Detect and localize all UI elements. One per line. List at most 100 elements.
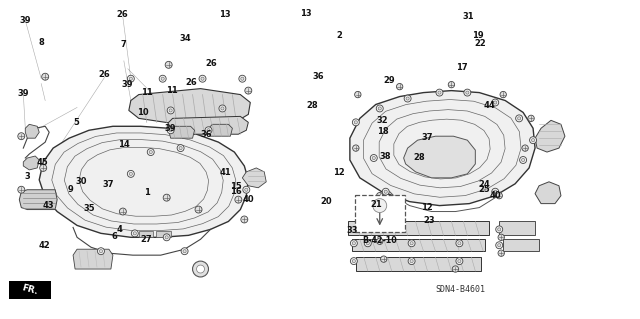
Circle shape: [516, 115, 523, 122]
Circle shape: [408, 258, 415, 264]
Text: 25: 25: [479, 185, 490, 194]
Text: 30: 30: [76, 176, 88, 186]
Circle shape: [496, 192, 502, 199]
Circle shape: [129, 172, 132, 175]
Text: 36: 36: [313, 72, 324, 81]
Circle shape: [350, 258, 357, 264]
Text: 35: 35: [83, 204, 95, 213]
Polygon shape: [139, 231, 153, 237]
Circle shape: [376, 105, 383, 112]
FancyBboxPatch shape: [355, 195, 404, 232]
Circle shape: [120, 208, 126, 215]
Circle shape: [127, 170, 134, 177]
Circle shape: [221, 107, 224, 110]
Circle shape: [350, 240, 357, 247]
Circle shape: [408, 240, 415, 247]
Circle shape: [372, 199, 387, 212]
Text: 26: 26: [99, 70, 111, 78]
Text: 42: 42: [39, 241, 51, 250]
Circle shape: [219, 105, 226, 112]
Circle shape: [366, 242, 369, 245]
Text: 12: 12: [421, 203, 433, 212]
Text: 26: 26: [116, 10, 129, 19]
Circle shape: [458, 260, 461, 263]
Circle shape: [196, 265, 205, 273]
Text: 32: 32: [376, 116, 388, 125]
Text: 18: 18: [376, 127, 388, 136]
Circle shape: [529, 137, 536, 144]
Text: 24: 24: [479, 180, 490, 189]
Text: 27: 27: [141, 235, 152, 244]
Text: 7: 7: [121, 40, 127, 48]
Circle shape: [193, 261, 209, 277]
Circle shape: [406, 97, 409, 100]
Circle shape: [493, 101, 497, 104]
Polygon shape: [535, 182, 561, 204]
Circle shape: [241, 77, 244, 80]
Polygon shape: [26, 124, 39, 138]
Polygon shape: [156, 231, 171, 237]
Circle shape: [353, 119, 359, 126]
Circle shape: [493, 190, 497, 193]
Text: 12: 12: [333, 168, 345, 177]
Circle shape: [452, 266, 459, 272]
Text: 16: 16: [230, 187, 242, 196]
Circle shape: [522, 145, 528, 151]
Circle shape: [404, 95, 411, 102]
Circle shape: [42, 73, 49, 80]
Text: 8: 8: [38, 38, 44, 47]
Circle shape: [384, 190, 387, 193]
Text: 41: 41: [220, 168, 232, 177]
Text: 2: 2: [336, 31, 342, 40]
Circle shape: [353, 145, 359, 151]
Polygon shape: [19, 190, 57, 210]
Text: 23: 23: [424, 216, 435, 225]
Circle shape: [376, 238, 383, 244]
Circle shape: [528, 115, 534, 122]
Circle shape: [133, 232, 136, 235]
Text: 15: 15: [230, 182, 242, 191]
Circle shape: [149, 151, 152, 154]
Polygon shape: [39, 126, 248, 237]
Text: 14: 14: [118, 140, 130, 149]
Text: 45: 45: [36, 158, 48, 167]
Circle shape: [167, 107, 174, 114]
Circle shape: [177, 145, 184, 152]
Circle shape: [165, 61, 172, 68]
FancyBboxPatch shape: [10, 281, 51, 299]
Text: 37: 37: [421, 133, 433, 143]
Circle shape: [165, 236, 168, 239]
Circle shape: [239, 75, 246, 82]
Circle shape: [522, 159, 525, 161]
Polygon shape: [209, 124, 232, 136]
Text: FR.: FR.: [20, 283, 38, 296]
Circle shape: [456, 240, 463, 247]
Circle shape: [436, 89, 443, 96]
Circle shape: [167, 127, 174, 134]
Circle shape: [448, 81, 454, 88]
Circle shape: [129, 77, 132, 80]
Circle shape: [169, 109, 172, 112]
Circle shape: [500, 92, 506, 98]
Text: 39: 39: [17, 89, 29, 98]
Text: 44: 44: [484, 100, 495, 110]
Circle shape: [376, 192, 383, 199]
Text: 34: 34: [179, 34, 191, 43]
Circle shape: [243, 186, 250, 193]
Polygon shape: [73, 249, 113, 269]
Circle shape: [163, 234, 170, 241]
Text: B-42-10: B-42-10: [362, 236, 397, 245]
Polygon shape: [350, 91, 535, 205]
Circle shape: [159, 75, 166, 82]
Circle shape: [205, 127, 212, 134]
Polygon shape: [503, 239, 539, 251]
Text: 17: 17: [456, 63, 467, 72]
Text: 33: 33: [346, 226, 358, 235]
Text: 26: 26: [206, 59, 218, 68]
Circle shape: [466, 91, 469, 94]
Circle shape: [438, 91, 441, 94]
Circle shape: [199, 75, 206, 82]
Circle shape: [179, 146, 182, 150]
Circle shape: [410, 260, 413, 263]
Circle shape: [496, 226, 502, 233]
